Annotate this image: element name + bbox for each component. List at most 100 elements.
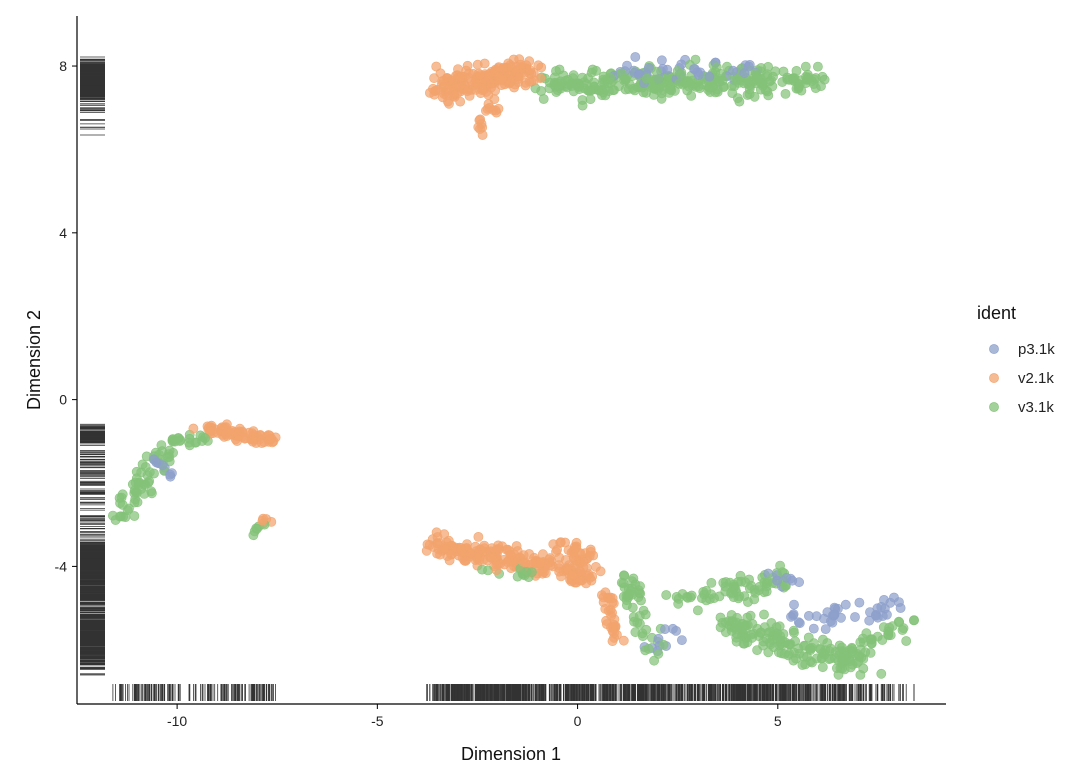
- x-axis-title: Dimension 1: [461, 744, 561, 764]
- data-point-v2.1k: [444, 98, 454, 109]
- data-point-v3.1k: [715, 68, 726, 79]
- data-point-v3.1k: [780, 89, 791, 99]
- data-point-v3.1k: [551, 66, 561, 76]
- data-point-v2.1k: [595, 566, 606, 577]
- data-point-v2.1k: [569, 552, 579, 562]
- data-point-v3.1k: [676, 69, 687, 80]
- data-point-p3.1k: [677, 635, 687, 645]
- data-point-v3.1k: [876, 668, 887, 679]
- data-point-v3.1k: [793, 82, 804, 92]
- data-point-v3.1k: [824, 654, 834, 665]
- data-point-v2.1k: [431, 527, 442, 538]
- data-point-v3.1k: [789, 627, 799, 638]
- data-point-p3.1k: [788, 609, 799, 619]
- data-point-v3.1k: [763, 62, 773, 72]
- data-point-v3.1k: [754, 581, 765, 592]
- data-point-v2.1k: [257, 515, 268, 526]
- data-point-v2.1k: [486, 552, 496, 563]
- data-point-p3.1k: [829, 609, 840, 620]
- data-point-v3.1k: [618, 578, 629, 589]
- data-point-v2.1k: [502, 557, 513, 567]
- y-tick-label: -4: [55, 558, 68, 574]
- data-point-v3.1k: [144, 476, 155, 487]
- data-point-v2.1k: [429, 73, 439, 83]
- data-point-v2.1k: [456, 71, 467, 82]
- data-point-v3.1k: [726, 625, 737, 636]
- legend-key-p3.1k: [989, 344, 999, 354]
- data-point-v3.1k: [624, 589, 635, 600]
- data-point-v2.1k: [607, 597, 618, 608]
- legend-title: ident: [977, 303, 1016, 323]
- data-point-v2.1k: [582, 570, 593, 581]
- y-tick-label: 0: [59, 392, 67, 408]
- data-point-v3.1k: [577, 100, 588, 111]
- data-point-p3.1k: [743, 61, 754, 72]
- data-point-v3.1k: [701, 586, 712, 596]
- data-point-v3.1k: [791, 66, 802, 76]
- data-point-v2.1k: [533, 60, 544, 71]
- data-point-v3.1k: [766, 618, 777, 628]
- data-point-v2.1k: [568, 570, 579, 580]
- data-point-v3.1k: [742, 612, 753, 623]
- data-point-v3.1k: [788, 75, 798, 85]
- data-point-v3.1k: [116, 511, 126, 522]
- data-point-v2.1k: [473, 532, 484, 542]
- data-point-p3.1k: [689, 64, 699, 74]
- points-layer: [108, 52, 919, 680]
- data-point-v3.1k: [686, 590, 697, 601]
- data-point-p3.1k: [657, 55, 667, 66]
- legend-items: p3.1k v2.1k v3.1k: [989, 341, 1055, 416]
- data-point-v3.1k: [693, 605, 703, 616]
- data-point-v3.1k: [832, 663, 842, 674]
- data-point-v3.1k: [140, 462, 151, 472]
- data-point-p3.1k: [704, 71, 715, 82]
- data-point-v3.1k: [901, 636, 912, 646]
- data-point-v3.1k: [717, 617, 728, 628]
- data-point-v2.1k: [431, 61, 442, 72]
- data-point-v3.1k: [784, 639, 794, 650]
- data-point-v2.1k: [497, 74, 508, 85]
- data-point-v3.1k: [813, 61, 823, 72]
- data-point-v2.1k: [236, 431, 247, 442]
- data-point-v3.1k: [574, 84, 585, 95]
- data-point-v3.1k: [630, 627, 641, 638]
- y-tick-label: 4: [59, 225, 67, 241]
- data-point-v3.1k: [883, 630, 894, 641]
- data-point-v3.1k: [800, 61, 811, 72]
- data-point-p3.1k: [151, 457, 162, 468]
- data-point-p3.1k: [794, 577, 804, 588]
- data-point-v3.1k: [184, 433, 195, 444]
- rug-layer: [80, 56, 915, 701]
- data-point-v3.1k: [599, 84, 610, 95]
- data-point-v3.1k: [665, 84, 675, 95]
- data-point-v3.1k: [544, 83, 555, 94]
- data-point-v3.1k: [643, 643, 654, 654]
- data-point-v2.1k: [456, 544, 466, 555]
- data-point-p3.1k: [643, 62, 654, 73]
- data-point-v3.1k: [587, 64, 598, 75]
- data-point-v2.1k: [205, 425, 216, 436]
- data-point-v3.1k: [620, 73, 630, 84]
- data-point-v3.1k: [653, 648, 664, 659]
- data-point-v3.1k: [585, 94, 596, 105]
- data-point-p3.1k: [854, 597, 865, 608]
- data-point-v3.1k: [732, 93, 743, 103]
- data-point-v3.1k: [129, 488, 140, 499]
- legend-key-v3.1k: [989, 402, 999, 412]
- data-point-v3.1k: [693, 81, 704, 92]
- data-point-v2.1k: [474, 115, 485, 126]
- data-point-v2.1k: [535, 557, 545, 568]
- data-point-v3.1k: [164, 452, 175, 462]
- data-point-v2.1k: [451, 81, 462, 92]
- data-point-v3.1k: [858, 637, 869, 648]
- data-point-v3.1k: [893, 616, 904, 627]
- data-point-v3.1k: [706, 578, 717, 588]
- data-point-v2.1k: [491, 559, 502, 570]
- data-point-v3.1k: [783, 650, 794, 661]
- legend-label-p3.1k: p3.1k: [1018, 341, 1055, 358]
- data-point-v2.1k: [520, 557, 531, 568]
- data-point-v2.1k: [492, 544, 503, 554]
- data-point-v2.1k: [460, 556, 471, 566]
- data-point-p3.1k: [872, 612, 883, 623]
- data-point-v3.1k: [757, 79, 768, 89]
